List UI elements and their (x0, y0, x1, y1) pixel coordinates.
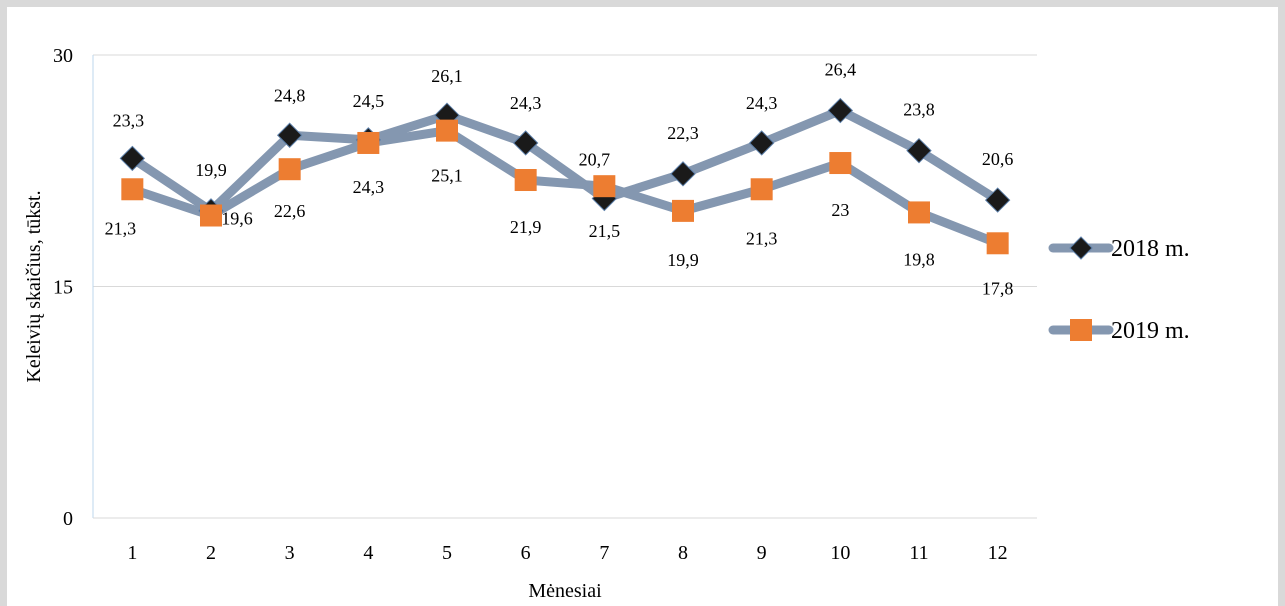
marker-square (436, 119, 458, 142)
axes (92, 55, 1037, 519)
line-chart: 23,3 19,9 24,8 24,5 26,1 24,3 20,7 22,3 24,3 26,4… (23, 45, 1190, 602)
data-label-2018: 24,5 (353, 91, 385, 111)
x-tick-label: 5 (442, 542, 452, 564)
marker-square (200, 204, 222, 227)
x-tick-label: 7 (599, 542, 609, 564)
data-label-2019: 19,8 (903, 249, 935, 269)
marker-diamond (1069, 236, 1093, 260)
legend-label: 2019 m. (1111, 318, 1190, 344)
marker-square (514, 169, 537, 192)
data-label-2019: 21,5 (589, 221, 621, 241)
x-axis-title: Mėnesiai (528, 580, 602, 602)
data-label-2019: 21,9 (510, 217, 542, 237)
data-label-2018: 20,6 (982, 149, 1014, 169)
data-label-2019: 22,6 (274, 201, 306, 221)
data-label-2018: 23,8 (903, 100, 935, 120)
marker-square (750, 178, 773, 201)
y-tick-label: 0 (63, 508, 73, 530)
y-tick-label: 30 (53, 45, 73, 67)
marker-square (357, 131, 380, 154)
gridlines (93, 54, 1037, 519)
marker-diamond (827, 97, 854, 124)
marker-square (593, 175, 616, 198)
data-label-2019: 19,9 (667, 250, 699, 270)
y-axis-title: Keleivių skaičius, tūkst. (23, 190, 45, 382)
marker-square (278, 158, 301, 181)
y-tick-label: 15 (53, 277, 73, 299)
series-line-1 (127, 106, 1003, 216)
marker-diamond (119, 145, 146, 172)
data-label-2018: 20,7 (579, 150, 611, 170)
data-label-2019: 17,8 (982, 278, 1014, 298)
data-label-2018: 19,9 (195, 160, 227, 180)
series-lines (127, 106, 1003, 248)
marker-square (672, 199, 694, 222)
x-tick-label: 2 (206, 542, 216, 564)
data-label-2019: 19,6 (221, 209, 253, 229)
legend-label: 2018 m. (1111, 236, 1190, 262)
x-tick-label: 6 (521, 542, 531, 564)
marker-diamond (670, 161, 696, 187)
marker-square (121, 178, 144, 201)
data-label-2019: 23 (831, 200, 849, 220)
data-label-2018: 23,3 (113, 110, 145, 130)
data-label-2018: 26,4 (825, 60, 857, 80)
x-tick-label: 9 (757, 542, 767, 564)
data-label-2018: 22,3 (667, 123, 699, 143)
data-label-2018: 24,3 (510, 93, 542, 113)
data-label-2019: 21,3 (105, 218, 137, 238)
data-label-2018: 24,3 (746, 93, 778, 113)
x-tick-label: 8 (678, 542, 688, 564)
marker-diamond (984, 187, 1011, 213)
x-tick-label: 12 (988, 542, 1008, 564)
series-line-2 (127, 126, 1003, 248)
marker-diamond (512, 130, 539, 156)
marker-diamond (906, 137, 932, 164)
series-markers (119, 97, 1011, 255)
data-labels: 23,3 19,9 24,8 24,5 26,1 24,3 20,7 22,3 24,3 26,4… (105, 60, 1014, 299)
marker-square (986, 232, 1009, 255)
legend: 2018 m. 2019 m. (1048, 236, 1190, 344)
data-label-2018: 26,1 (431, 66, 463, 86)
data-label-2018: 24,8 (274, 85, 306, 105)
data-label-2019: 21,3 (746, 228, 778, 248)
marker-square (908, 201, 930, 224)
x-tick-label: 10 (830, 542, 850, 564)
marker-square (829, 152, 852, 175)
marker-diamond (276, 122, 303, 148)
x-tick-label: 4 (363, 542, 373, 564)
marker-diamond (748, 130, 775, 156)
data-label-2019: 25,1 (431, 166, 463, 186)
chart-frame: 23,3 19,9 24,8 24,5 26,1 24,3 20,7 22,3 24,3 26,4… (7, 7, 1278, 606)
x-tick-label: 1 (127, 542, 137, 564)
data-label-2019: 24,3 (353, 177, 385, 197)
x-tick-label: 3 (285, 542, 295, 564)
marker-square (1070, 319, 1092, 341)
x-tick-label: 11 (909, 542, 928, 564)
